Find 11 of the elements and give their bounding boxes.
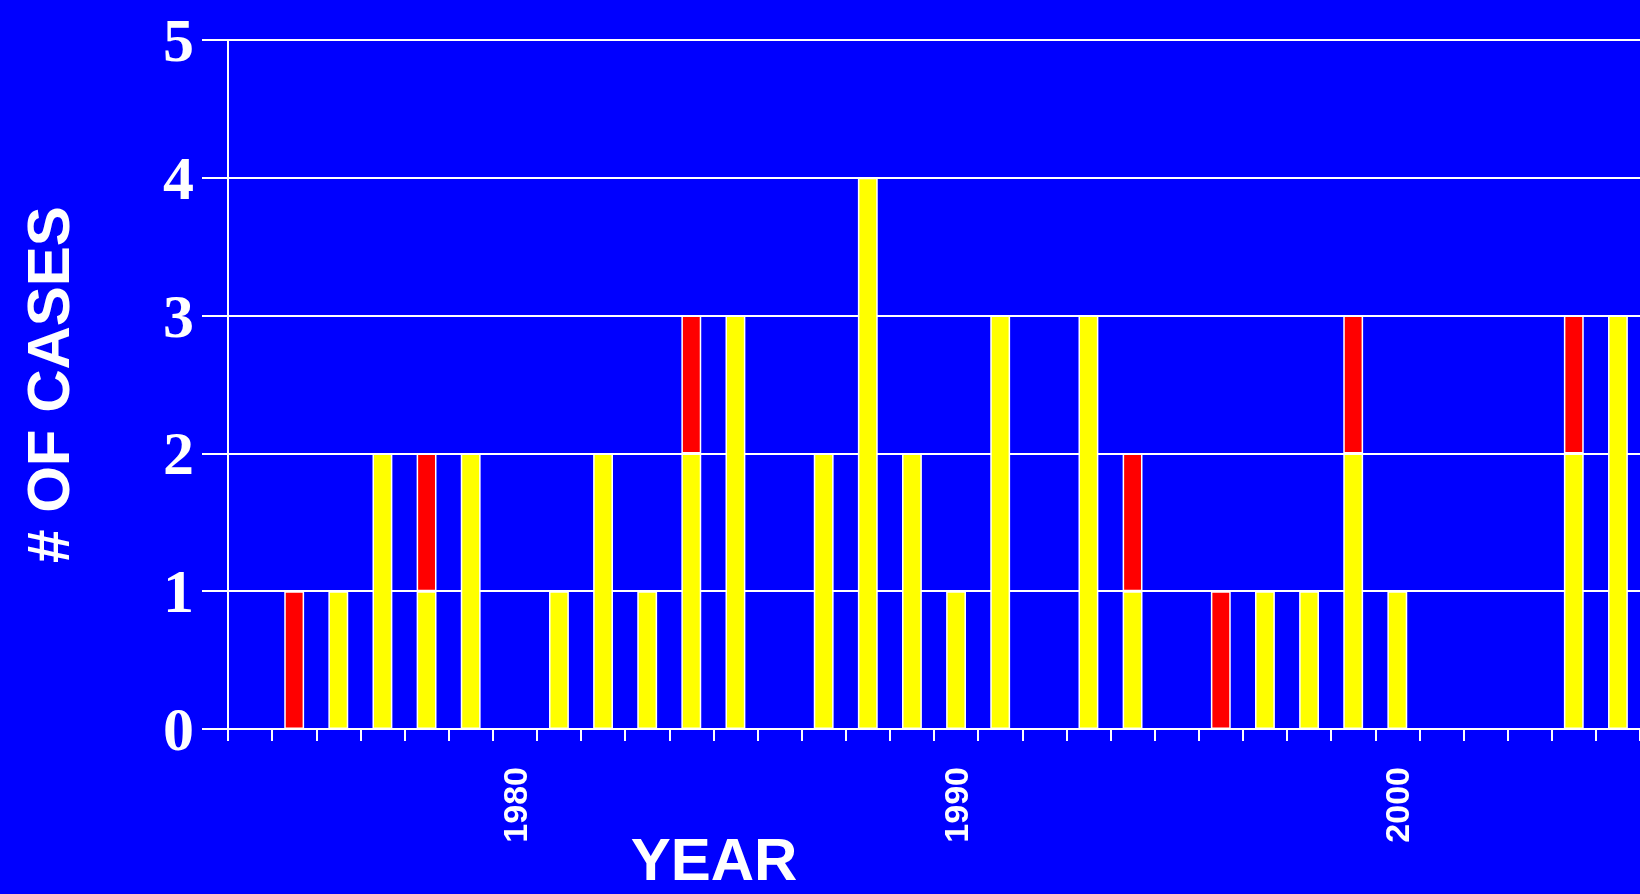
y-axis-title: # OF CASES: [14, 206, 82, 563]
y-tick-label: 4: [163, 143, 194, 212]
x-axis-title: YEAR: [630, 825, 798, 893]
y-tick-label: 5: [163, 6, 194, 74]
y-tick-label: 1: [163, 557, 194, 626]
x-tick-label: 1990: [937, 767, 976, 843]
y-tick-label: 3: [163, 281, 194, 350]
x-tick-label: 1980: [495, 767, 534, 843]
y-tick-label: 2: [163, 419, 194, 488]
y-tick-label: 0: [163, 695, 194, 763]
x-tick-label: 2000: [1378, 767, 1417, 843]
